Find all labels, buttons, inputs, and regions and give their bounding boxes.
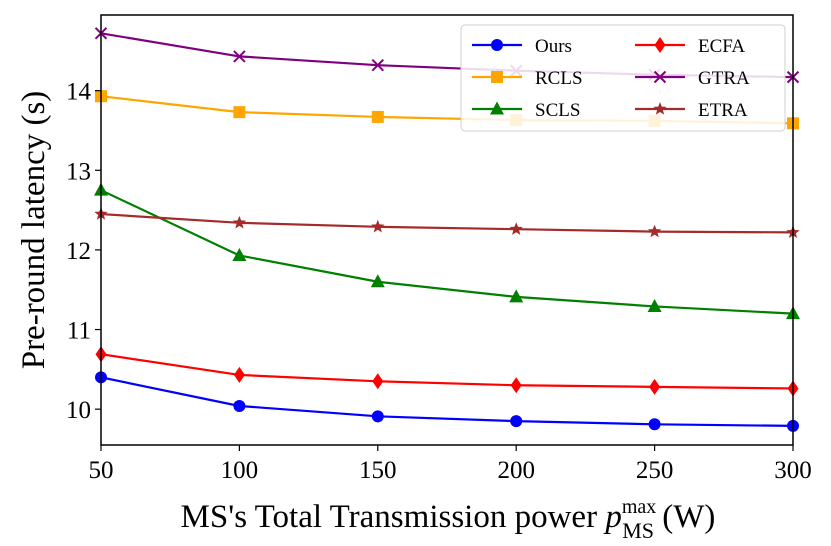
series-line-ours bbox=[100, 376, 794, 427]
x-tick-label: 50 bbox=[89, 457, 114, 484]
legend-marker-ecfa bbox=[654, 37, 666, 53]
y-tick-label: 12 bbox=[66, 238, 91, 265]
series-ecfa bbox=[95, 346, 799, 397]
x-tick-label: 300 bbox=[774, 457, 812, 484]
data-point-scls bbox=[232, 247, 247, 261]
y-tick-label: 14 bbox=[66, 79, 92, 106]
legend-label: ETRA bbox=[698, 100, 748, 121]
data-point-ours bbox=[510, 415, 523, 428]
series-line-scls bbox=[100, 189, 794, 315]
data-point-gtra bbox=[371, 58, 385, 72]
legend-label: ECFA bbox=[698, 36, 745, 57]
legend-marker-rcls bbox=[491, 71, 503, 83]
x-axis-label: MS's Total Transmission power pmax MS (W) bbox=[181, 496, 716, 543]
series-line-ecfa bbox=[100, 353, 794, 390]
series-scls bbox=[94, 182, 800, 320]
data-point-etra bbox=[371, 219, 385, 233]
data-point-ecfa bbox=[372, 373, 384, 390]
legend-entry-scls: SCLS bbox=[472, 100, 580, 121]
legend-entry-ecfa: ECFA bbox=[635, 36, 745, 57]
data-point-ecfa bbox=[233, 366, 245, 383]
x-tick-label: 200 bbox=[497, 457, 535, 484]
data-point-ours bbox=[371, 410, 384, 423]
legend-entry-rcls: RCLS bbox=[472, 68, 583, 89]
legend-marker-etra bbox=[653, 102, 667, 115]
legend-marker-scls bbox=[490, 101, 504, 115]
y-axis-label: Pre-round latency (s) bbox=[16, 91, 52, 370]
legend-box bbox=[460, 24, 786, 132]
data-point-rcls bbox=[371, 110, 384, 123]
x-axis-label-sup: max bbox=[622, 496, 656, 518]
data-point-etra bbox=[647, 224, 662, 238]
series-ours bbox=[95, 371, 799, 432]
legend-marker-gtra bbox=[653, 70, 667, 84]
plot-frame bbox=[100, 14, 794, 446]
data-point-scls bbox=[509, 289, 524, 303]
legend-label: RCLS bbox=[535, 68, 583, 89]
data-point-scls bbox=[370, 274, 385, 288]
legend-entry-etra: ETRA bbox=[635, 100, 748, 121]
legend-marker-ours bbox=[491, 39, 503, 51]
x-tick-label: 100 bbox=[221, 457, 259, 484]
data-point-ecfa bbox=[649, 378, 661, 395]
legend-entry-gtra: GTRA bbox=[635, 68, 750, 89]
legend-label: SCLS bbox=[535, 100, 580, 121]
data-point-gtra bbox=[233, 50, 246, 63]
data-point-scls bbox=[647, 298, 662, 312]
x-tick-label: 250 bbox=[636, 457, 674, 484]
data-point-rcls bbox=[233, 106, 246, 119]
x-axis-label-sub: MS bbox=[622, 518, 654, 543]
x-axis-label-main: MS's Total Transmission power bbox=[181, 499, 606, 535]
legend: Ours RCLS SCLS ECFA GTRA ETRA bbox=[460, 24, 786, 132]
legend-entry-ours: Ours bbox=[472, 36, 572, 57]
series-line-etra bbox=[100, 212, 794, 234]
legend-label: GTRA bbox=[698, 68, 750, 89]
legend-label: Ours bbox=[535, 36, 572, 57]
x-tick-label: 150 bbox=[359, 457, 397, 484]
y-tick-label: 11 bbox=[67, 318, 91, 345]
x-axis-label-unit: (W) bbox=[654, 499, 715, 535]
data-point-etra bbox=[232, 215, 247, 229]
data-point-ours bbox=[648, 418, 661, 431]
data-point-ecfa bbox=[510, 377, 522, 394]
axis-layer: 50 100 150 200 250 300 10 11 12 13 14 bbox=[66, 79, 812, 484]
data-point-ours bbox=[233, 399, 246, 412]
series-etra bbox=[94, 207, 800, 239]
y-tick-label: 13 bbox=[66, 158, 91, 185]
x-axis-label-var: p bbox=[603, 499, 622, 535]
y-tick-label: 10 bbox=[66, 397, 91, 424]
data-point-etra bbox=[509, 222, 523, 235]
